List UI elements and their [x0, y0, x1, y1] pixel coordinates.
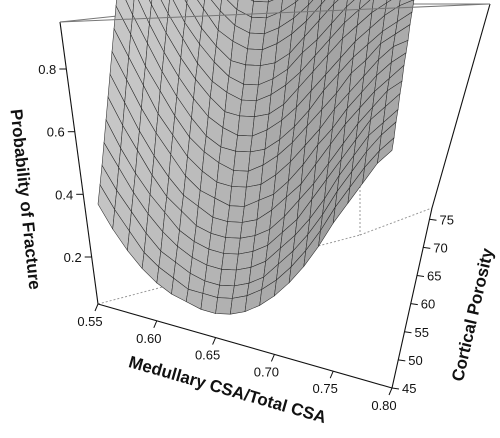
- bounding-box-front: [59, 3, 491, 389]
- surface-facet: [229, 186, 247, 207]
- y-tick-mark: [416, 275, 425, 277]
- surface-facet: [229, 295, 248, 315]
- x-tick-mark: [329, 371, 334, 379]
- x-tick-label: 0.65: [195, 348, 220, 363]
- x-axis-line: [97, 303, 393, 389]
- y-tick-label: 45: [402, 381, 416, 396]
- z-tick-label: 0.4: [55, 187, 73, 202]
- surface-facet: [233, 150, 251, 172]
- surface-facet: [223, 237, 241, 255]
- z-tick-label: 0.6: [47, 125, 65, 140]
- y-tick-mark: [423, 246, 431, 249]
- y-tick-mark: [398, 359, 406, 362]
- x-tick-mark: [270, 354, 275, 362]
- x-tick-label: 0.55: [77, 314, 102, 329]
- z-tick-label: 0.8: [38, 62, 56, 77]
- x-tick-mark: [94, 303, 99, 312]
- y-tick-mark: [391, 387, 400, 390]
- box-hidden-floor-right-edge: [359, 207, 433, 236]
- surface-facet: [251, 1, 269, 19]
- y-tick-label: 65: [427, 269, 441, 284]
- y-tick-label: 75: [440, 212, 454, 227]
- box-front-top-edge: [59, 3, 491, 23]
- surface-facet: [217, 284, 235, 299]
- surface-facet: [247, 32, 265, 50]
- surface-facet: [235, 135, 253, 153]
- x-tick-mark: [388, 387, 393, 396]
- x-tick-mark: [153, 320, 158, 328]
- y-tick-label: 55: [415, 325, 429, 340]
- y-tick-label: 50: [408, 353, 422, 368]
- surface-facet: [219, 269, 237, 287]
- z-axis-title: Probability of Fracture: [7, 108, 45, 290]
- x-tick-label: 0.75: [313, 381, 338, 396]
- surface-facet: [215, 297, 233, 315]
- axis-ticks: 0.55 0.60 0.65 0.70 0.75 0.80 45 50 55 60 65 70 75 0.…: [38, 62, 454, 413]
- x-tick-label: 0.70: [254, 364, 279, 379]
- surface-facet: [225, 221, 243, 239]
- y-tick-mark: [410, 303, 418, 306]
- surface-facet: [231, 170, 249, 188]
- surface-facet: [249, 16, 267, 35]
- y-tick-mark: [404, 331, 412, 334]
- surface-mesh: [97, 0, 415, 315]
- surface-facet: [241, 83, 259, 102]
- surface-facet: [239, 99, 257, 117]
- x-axis-title: Medullary CSA/Total CSA: [127, 352, 329, 427]
- y-axis-title: Cortical Porosity: [448, 246, 497, 383]
- surface-facet: [245, 48, 263, 66]
- y-tick-mark: [429, 218, 437, 221]
- surface-facet: [227, 205, 245, 223]
- y-axis-line: [391, 207, 433, 389]
- x-tick-mark: [212, 337, 217, 345]
- surface-facet: [221, 253, 239, 271]
- y-tick-label: 70: [433, 240, 447, 255]
- y-tick-label: 60: [421, 297, 435, 312]
- surface-facet: [376, 137, 395, 165]
- surface-facet: [237, 115, 255, 137]
- box-front-right-vertical-edge: [431, 3, 491, 209]
- x-tick-label: 0.60: [136, 331, 161, 346]
- surface-facet: [243, 64, 261, 86]
- z-tick-label: 0.2: [64, 250, 82, 265]
- x-tick-label: 0.80: [371, 398, 396, 413]
